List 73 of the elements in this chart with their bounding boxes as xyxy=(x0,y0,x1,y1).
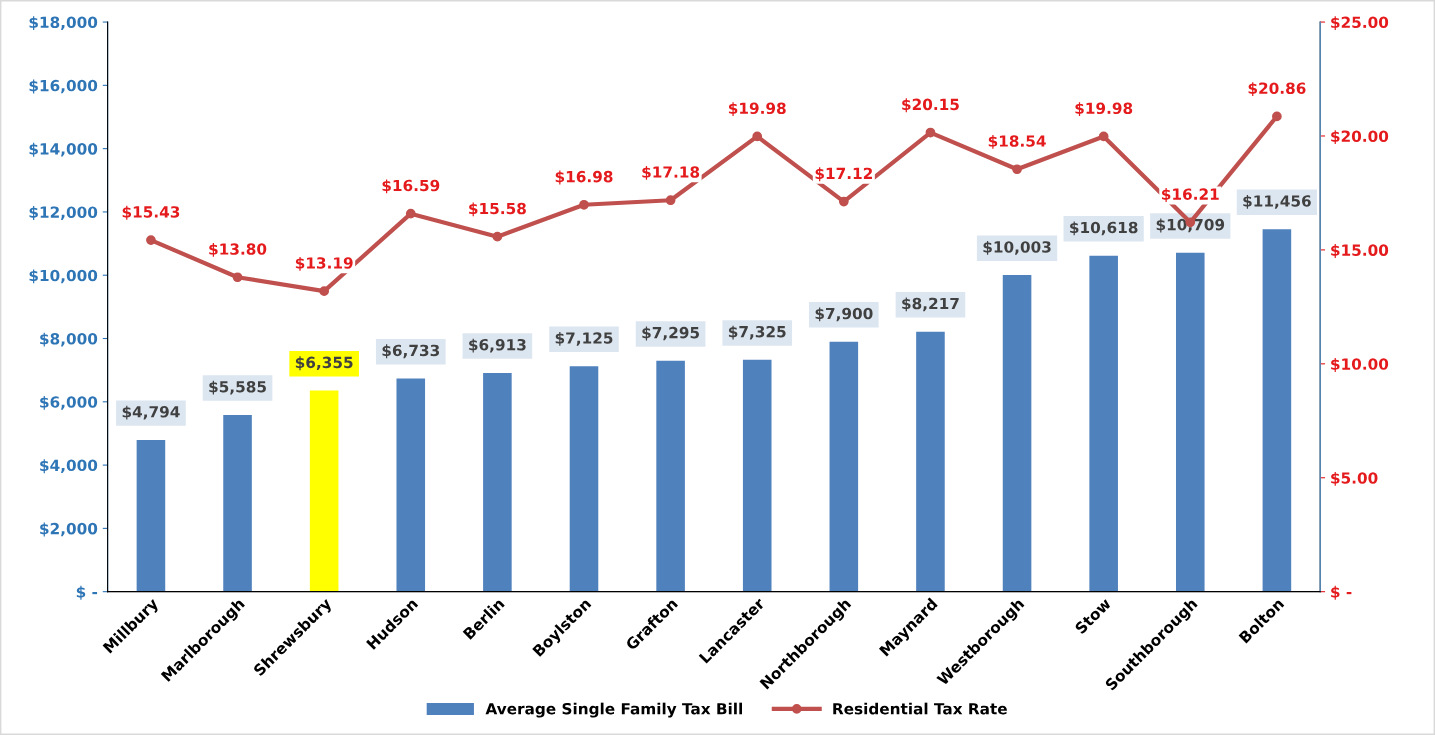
bar xyxy=(1262,229,1292,592)
point xyxy=(405,208,416,219)
bar xyxy=(136,439,166,592)
data-label: $20.86 xyxy=(1248,82,1306,96)
point xyxy=(1098,131,1109,142)
y-tick-label: $2,000 xyxy=(40,522,98,537)
data-label: $7,325 xyxy=(728,325,786,340)
y2-tick-label: $20.00 xyxy=(1331,130,1389,145)
data-label: $6,733 xyxy=(382,344,440,359)
point xyxy=(665,195,676,206)
bar xyxy=(829,341,859,592)
data-label: $4,794 xyxy=(122,405,180,420)
y-tick-label: $18,000 xyxy=(29,16,98,31)
bar xyxy=(742,359,772,592)
y-tick-label: $16,000 xyxy=(29,79,98,94)
data-label: $16.21 xyxy=(1162,188,1219,202)
data-label: $17.18 xyxy=(642,166,700,180)
y-tick-label: $14,000 xyxy=(29,142,98,157)
data-label: $11,456 xyxy=(1243,194,1311,209)
bar xyxy=(1175,252,1205,592)
data-label: $17.12 xyxy=(815,167,872,182)
data-label: $16.59 xyxy=(382,179,440,194)
data-label: $10,709 xyxy=(1156,218,1225,233)
y-tick-label: $10,000 xyxy=(29,269,98,284)
data-label: $19.98 xyxy=(728,102,786,117)
data-label: $6,355 xyxy=(295,356,353,371)
data-label: $13.80 xyxy=(209,243,267,257)
y2-tick-label: $ - xyxy=(1331,585,1352,600)
data-label: $20.15 xyxy=(902,98,959,113)
data-label: $8,217 xyxy=(902,297,959,312)
y-tick-label: $12,000 xyxy=(29,206,98,220)
bar xyxy=(1089,255,1118,592)
data-label: $10,003 xyxy=(983,240,1051,255)
data-label: $10,618 xyxy=(1070,221,1138,236)
data-label: $15.43 xyxy=(122,205,180,220)
data-label: $7,125 xyxy=(555,331,613,346)
y2-tick-label: $25.00 xyxy=(1331,16,1389,31)
point xyxy=(232,272,243,283)
point xyxy=(838,196,849,207)
bar xyxy=(396,378,426,592)
bar xyxy=(223,414,252,592)
data-label: $19.98 xyxy=(1075,102,1133,117)
y-tick-label: $6,000 xyxy=(40,396,98,410)
data-label: $15.58 xyxy=(469,202,526,217)
y-tick-label: $4,000 xyxy=(40,459,98,474)
y-tick-label: $ - xyxy=(76,585,98,600)
data-label: $6,913 xyxy=(469,338,526,353)
bar xyxy=(569,366,599,592)
legend-label: Average Single Family Tax Bill xyxy=(485,702,742,718)
data-label: $16.98 xyxy=(555,170,613,185)
bar xyxy=(483,372,512,592)
point xyxy=(319,286,330,297)
bar xyxy=(916,331,945,592)
data-label: $5,585 xyxy=(209,380,266,395)
point xyxy=(492,231,503,242)
point xyxy=(1012,164,1022,175)
bar xyxy=(656,360,685,592)
point xyxy=(1272,111,1282,122)
bar xyxy=(1002,275,1032,592)
data-label: $13.19 xyxy=(295,256,353,271)
y2-tick-label: $5.00 xyxy=(1331,471,1378,486)
y2-tick-label: $15.00 xyxy=(1331,244,1389,258)
legend-label: Residential Tax Rate xyxy=(833,702,1007,715)
point xyxy=(579,199,589,210)
y2-tick-label: $10.00 xyxy=(1331,358,1389,372)
data-label: $7,295 xyxy=(642,326,700,341)
data-label: $18.54 xyxy=(988,135,1046,149)
point xyxy=(146,235,156,245)
point xyxy=(925,127,936,138)
data-label: $7,900 xyxy=(815,307,873,322)
y-tick-label: $8,000 xyxy=(40,332,98,347)
point xyxy=(752,131,763,142)
bar xyxy=(309,390,339,592)
